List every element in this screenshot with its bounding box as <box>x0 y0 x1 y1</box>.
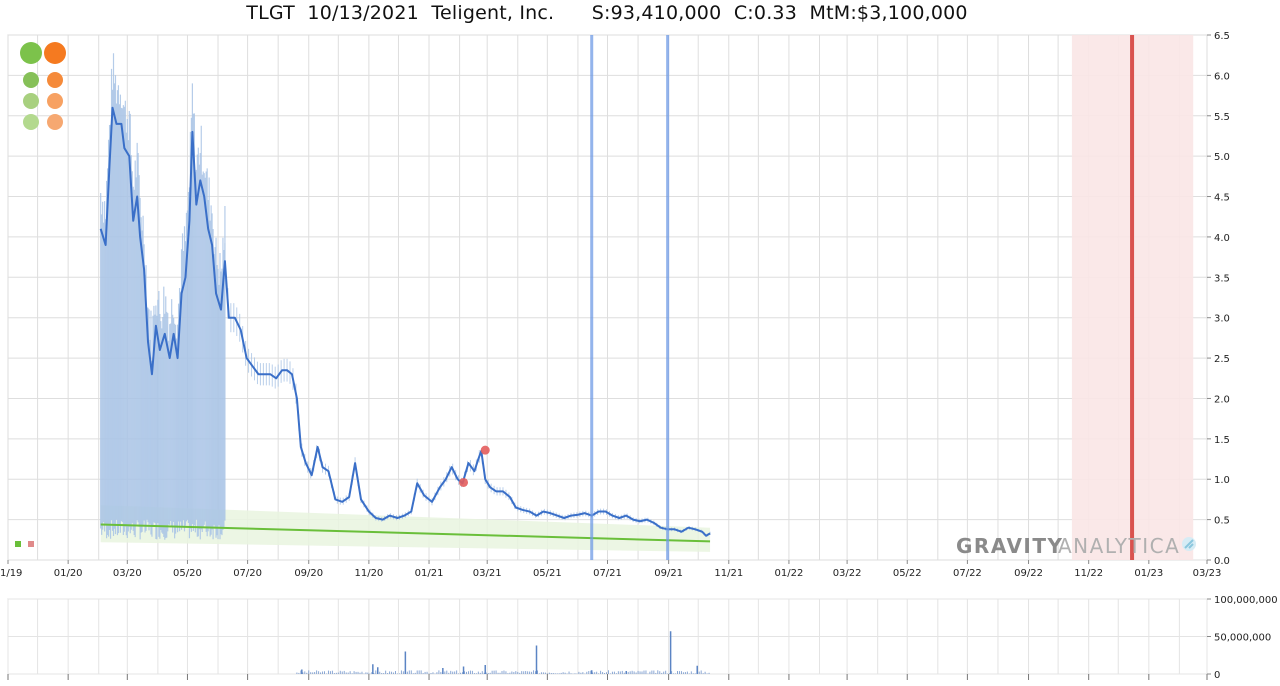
x-tick-label: 07/20 <box>233 568 262 579</box>
zoom-step-green-2-button[interactable] <box>23 93 39 109</box>
x-tick-label: 09/21 <box>654 568 683 579</box>
volume-y-tick-label: 0 <box>1214 670 1220 681</box>
x-tick-label: 05/21 <box>533 568 562 579</box>
brand-gravity: GRAVITY <box>956 534 1063 558</box>
x-tick-label: 03/21 <box>473 568 502 579</box>
y-tick-label: 5.0 <box>1214 152 1230 163</box>
x-tick-label: 05/22 <box>893 568 922 579</box>
x-tick-label: 11/19 <box>0 568 22 579</box>
trend-band <box>100 505 711 552</box>
y-tick-label: 0.5 <box>1214 516 1230 527</box>
brand-analytica: ANALYTICA <box>1058 534 1180 558</box>
x-tick-label: 09/20 <box>294 568 323 579</box>
vertical-markers <box>590 35 670 560</box>
x-tick-label: 03/20 <box>113 568 142 579</box>
x-tick-label: 01/20 <box>54 568 83 579</box>
y-tick-label: 4.5 <box>1214 193 1230 204</box>
x-tick-label: 07/22 <box>953 568 982 579</box>
x-tick-label: 01/23 <box>1134 568 1163 579</box>
marker-dot <box>459 477 469 487</box>
trend-line <box>100 523 711 543</box>
x-tick-label: 03/22 <box>833 568 862 579</box>
x-tick-label: 01/22 <box>775 568 804 579</box>
marker-dot <box>480 445 490 455</box>
trend-band-area <box>100 505 711 552</box>
x-tick-label: 11/21 <box>714 568 743 579</box>
zoom-in-green-button[interactable] <box>20 42 42 64</box>
marker-dots <box>459 445 490 487</box>
zoom-step-orange-2-button[interactable] <box>47 93 63 109</box>
zoom-in-orange-button[interactable] <box>44 42 66 64</box>
legend-red-toggle[interactable] <box>28 541 34 547</box>
y-tick-label: 6.5 <box>1214 31 1230 42</box>
y-tick-label: 0.0 <box>1214 556 1230 567</box>
legend-green-toggle[interactable] <box>15 541 21 547</box>
y-tick-label: 3.0 <box>1214 314 1230 325</box>
zoom-step-orange-3-button[interactable] <box>47 114 63 130</box>
x-tick-label: 01/21 <box>415 568 444 579</box>
volume-axis: 100,000,000 50,000,000 0 <box>7 595 1278 681</box>
x-tick-label: 11/20 <box>354 568 383 579</box>
controls[interactable] <box>15 42 66 547</box>
zoom-step-green-3-button[interactable] <box>23 114 39 130</box>
y-tick-label: 4.0 <box>1214 233 1230 244</box>
zoom-step-orange-1-button[interactable] <box>47 72 63 88</box>
y-tick-label: 5.5 <box>1214 112 1230 123</box>
y-tick-label: 6.0 <box>1214 71 1230 82</box>
y-tick-label: 1.5 <box>1214 435 1230 446</box>
event-band <box>1071 35 1194 560</box>
y-tick-label: 2.0 <box>1214 394 1230 405</box>
volume-y-tick-label: 100,000,000 <box>1214 595 1278 606</box>
brand-logo: GRAVITY ANALYTICA <box>956 534 1196 558</box>
y-tick-label: 3.5 <box>1214 273 1230 284</box>
y-tick-label: 2.5 <box>1214 354 1230 365</box>
y-tick-label: 1.0 <box>1214 475 1230 486</box>
volume-bars <box>296 631 710 674</box>
trend-line-path <box>100 523 711 543</box>
y-axis: 0.0 0.5 1.0 1.5 2.0 2.5 3.0 3.5 4.0 4.5 5.0 5.5 6.0 6… <box>1207 31 1230 567</box>
x-axis: 11/19 01/20 03/20 05/20 07/20 09/20 11/20 01/21… <box>0 560 1221 579</box>
volume-y-tick-label: 50,000,000 <box>1214 633 1271 644</box>
x-tick-label: 05/20 <box>173 568 202 579</box>
price-panel[interactable]: 11/19 01/20 03/20 05/20 07/20 09/20 11/20 01/21… <box>0 31 1230 579</box>
x-tick-label: 11/22 <box>1074 568 1103 579</box>
x-tick-label: 07/21 <box>593 568 622 579</box>
x-tick-label: 03/23 <box>1193 568 1222 579</box>
x-tick-label: 09/22 <box>1014 568 1043 579</box>
chart-title: TLGT 10/13/2021 Teligent, Inc. S:93,410,… <box>246 2 968 24</box>
zoom-step-green-1-button[interactable] <box>23 72 39 88</box>
volume-panel[interactable]: 100,000,000 50,000,000 0 <box>7 595 1278 681</box>
